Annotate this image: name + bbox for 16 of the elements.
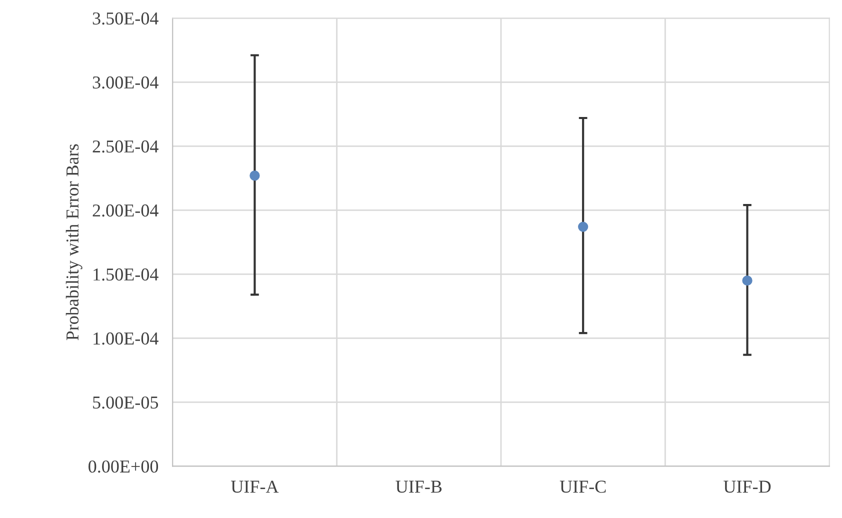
y-tick-label: 3.00E-04 xyxy=(92,76,158,89)
x-tick-label: UIF-C xyxy=(560,480,606,493)
point xyxy=(578,222,588,232)
y-axis-title: Probability with Error Bars xyxy=(66,144,82,340)
point xyxy=(742,275,752,286)
y-tick-label: 0.00E+00 xyxy=(88,460,158,473)
y-tick-label: 5.00E-05 xyxy=(93,396,158,409)
y-tick-label: 1.50E-04 xyxy=(94,268,158,281)
y-tick-label: 2.50E-04 xyxy=(92,140,158,153)
y-tick-label: 3.50E-04 xyxy=(92,12,158,25)
y-tick-label: 1.00E-04 xyxy=(94,332,158,345)
x-tick-label: UIF-B xyxy=(396,480,442,493)
point xyxy=(250,170,260,181)
y-tick-label: 2.00E-04 xyxy=(92,204,158,217)
x-tick-label: UIF-A xyxy=(231,480,279,493)
x-tick-label: UIF-D xyxy=(724,480,771,493)
